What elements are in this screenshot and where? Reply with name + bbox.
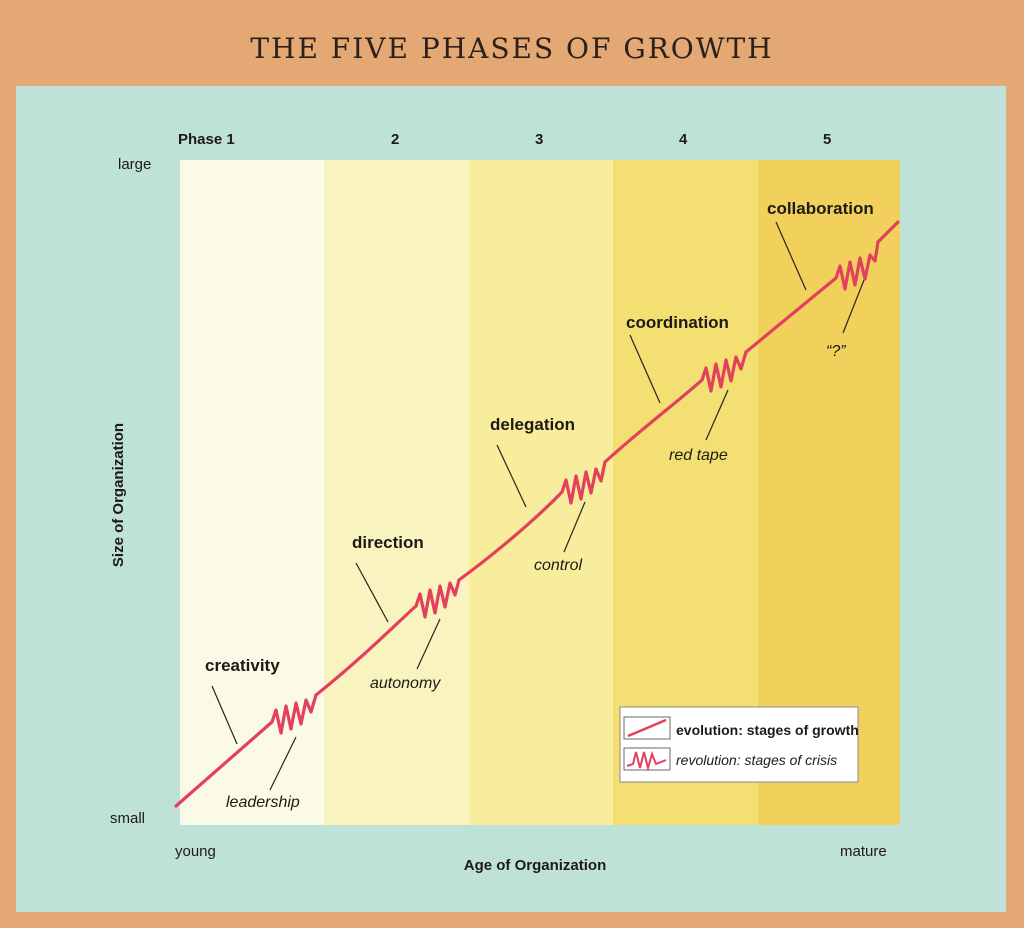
- evolution-label-direction: direction: [352, 533, 424, 552]
- revolution-zigzag-3: [560, 460, 607, 505]
- phase-label-2: 2: [391, 131, 399, 148]
- y-axis-title: Size of Organization: [110, 423, 127, 567]
- leader-line-control: [563, 501, 586, 553]
- leader-line-collaboration: [775, 221, 807, 291]
- revolution-zigzag-2: [414, 578, 461, 619]
- leader-line-question: [842, 279, 865, 334]
- leader-line-coordination: [629, 334, 661, 404]
- phase-band-1: [180, 160, 324, 825]
- evolution-segment-2: [314, 604, 418, 697]
- leader-line-direction: [355, 562, 389, 623]
- phase-label-5: 5: [823, 131, 831, 148]
- evolution-label-delegation: delegation: [490, 415, 575, 434]
- evolution-label-coordination: coordination: [626, 313, 729, 332]
- phase-band-3: [469, 160, 613, 825]
- leader-line-red-tape: [705, 389, 729, 441]
- legend-revolution-zigzag: [626, 750, 667, 772]
- y-axis-top-label: large: [118, 156, 151, 173]
- legend: evolution: stages of growth revolution: …: [619, 706, 859, 783]
- x-axis-left-label: young: [175, 843, 216, 860]
- evolution-label-collaboration: collaboration: [767, 199, 874, 218]
- revolution-label-leadership: leadership: [226, 794, 300, 811]
- legend-evolution-text: evolution: stages of growth: [676, 722, 859, 738]
- revolution-label-control: control: [534, 557, 582, 574]
- evolution-segment-6: [876, 220, 900, 244]
- phase-label-4: 4: [679, 131, 688, 148]
- evolution-segment-5: [744, 276, 838, 354]
- phase-label-3: 3: [535, 131, 543, 148]
- leader-line-leadership: [269, 736, 297, 791]
- revolution-label-question: “?”: [826, 343, 846, 360]
- leader-line-creativity: [211, 685, 238, 745]
- phase-band-2: [324, 160, 469, 825]
- diagram-title: THE FIVE PHASES OF GROWTH: [250, 32, 774, 65]
- revolution-zigzag-1: [270, 693, 318, 735]
- y-axis-bottom-label: small: [110, 810, 145, 827]
- revolution-label-red-tape: red tape: [669, 447, 728, 464]
- evolution-segment-1: [174, 720, 274, 808]
- evolution-segment-3: [457, 490, 564, 582]
- leader-line-autonomy: [416, 618, 441, 670]
- revolution-zigzag-4: [700, 350, 748, 393]
- x-axis-right-label: mature: [840, 843, 887, 860]
- revolution-zigzag-5: [834, 240, 880, 291]
- phase-label-1: Phase 1: [178, 131, 235, 148]
- evolution-segment-4: [603, 378, 704, 464]
- evolution-label-creativity: creativity: [205, 656, 280, 675]
- x-axis-title: Age of Organization: [464, 857, 607, 874]
- legend-evolution-line: [627, 718, 667, 738]
- leader-line-delegation: [496, 444, 527, 508]
- revolution-label-autonomy: autonomy: [370, 675, 441, 692]
- legend-revolution-text: revolution: stages of crisis: [676, 752, 837, 768]
